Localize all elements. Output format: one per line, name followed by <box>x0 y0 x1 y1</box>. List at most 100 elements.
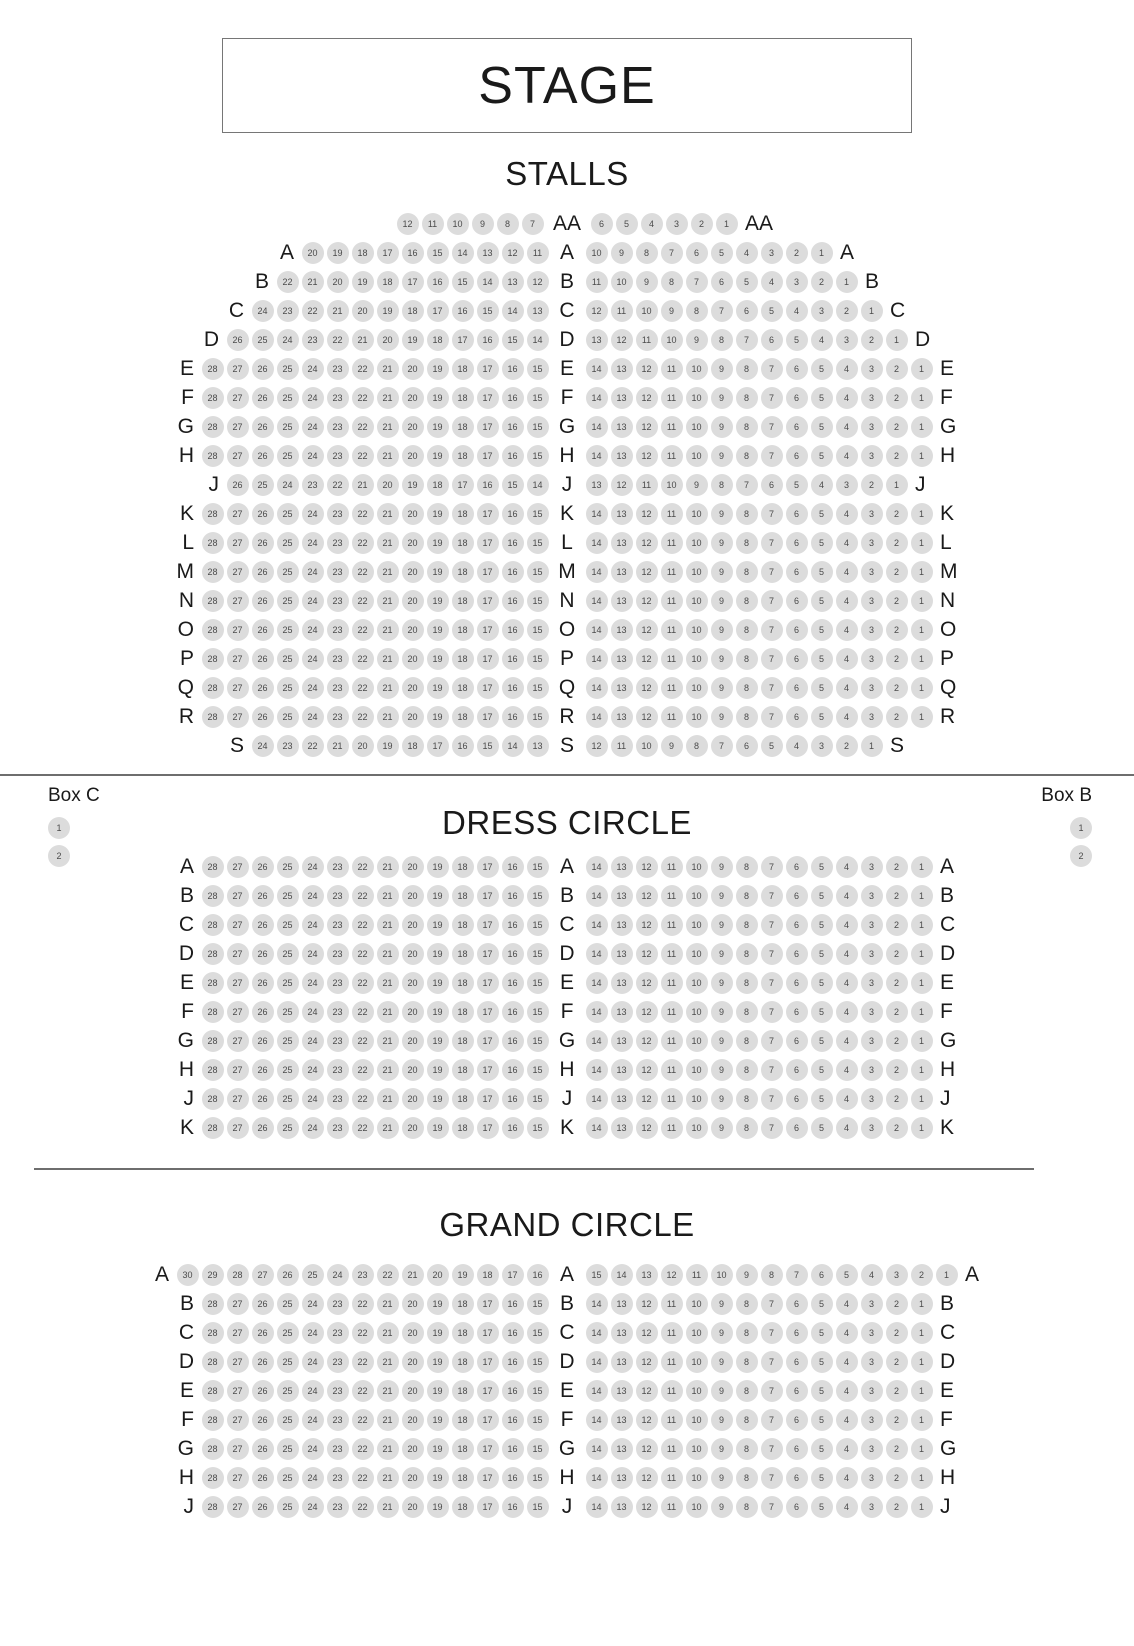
seat[interactable]: 14 <box>585 1029 608 1052</box>
seat[interactable]: 3 <box>860 705 883 728</box>
seat[interactable]: 24 <box>301 415 324 438</box>
seat[interactable]: 26 <box>251 589 274 612</box>
seat[interactable]: 8 <box>735 1029 758 1052</box>
seat[interactable]: 19 <box>426 884 449 907</box>
box-seat[interactable]: 2 <box>1070 845 1092 867</box>
seat[interactable]: 14 <box>585 884 608 907</box>
seat[interactable]: 25 <box>276 1350 299 1373</box>
seat[interactable]: 25 <box>276 1495 299 1518</box>
seat[interactable]: 11 <box>660 1495 683 1518</box>
seat[interactable]: 13 <box>610 531 633 554</box>
seat[interactable]: 4 <box>835 676 858 699</box>
seat[interactable]: 23 <box>326 913 349 936</box>
seat[interactable]: 1 <box>910 1350 933 1373</box>
seat[interactable]: 15 <box>526 971 549 994</box>
seat[interactable]: 21 <box>376 1292 399 1315</box>
seat[interactable]: 17 <box>476 1466 499 1489</box>
seat[interactable]: 27 <box>226 971 249 994</box>
seat[interactable]: 19 <box>426 942 449 965</box>
seat[interactable]: 11 <box>660 502 683 525</box>
box-seat[interactable]: 2 <box>48 845 70 867</box>
seat[interactable]: 19 <box>401 473 424 496</box>
seat[interactable]: 15 <box>476 734 499 757</box>
seat[interactable]: 22 <box>351 705 374 728</box>
seat[interactable]: 24 <box>301 386 324 409</box>
seat[interactable]: 12 <box>635 1058 658 1081</box>
seat[interactable]: 18 <box>451 942 474 965</box>
seat[interactable]: 14 <box>585 942 608 965</box>
seat[interactable]: 3 <box>860 1495 883 1518</box>
seat[interactable]: 3 <box>860 676 883 699</box>
seat[interactable]: 20 <box>301 241 324 264</box>
seat[interactable]: 9 <box>635 270 658 293</box>
seat[interactable]: 21 <box>376 1058 399 1081</box>
seat[interactable]: 16 <box>501 942 524 965</box>
seat[interactable]: 10 <box>685 855 708 878</box>
seat[interactable]: 18 <box>451 1466 474 1489</box>
seat[interactable]: 15 <box>426 241 449 264</box>
seat[interactable]: 6 <box>785 1116 808 1139</box>
seat[interactable]: 14 <box>585 1408 608 1431</box>
seat[interactable]: 24 <box>251 299 274 322</box>
seat[interactable]: 19 <box>426 1292 449 1315</box>
seat[interactable]: 13 <box>610 1029 633 1052</box>
seat[interactable]: 20 <box>401 1350 424 1373</box>
seat[interactable]: 28 <box>201 560 224 583</box>
seat[interactable]: 26 <box>251 1408 274 1431</box>
seat[interactable]: 4 <box>835 1466 858 1489</box>
seat[interactable]: 7 <box>760 705 783 728</box>
seat[interactable]: 11 <box>660 531 683 554</box>
seat[interactable]: 3 <box>860 1350 883 1373</box>
seat[interactable]: 10 <box>660 473 683 496</box>
seat[interactable]: 19 <box>426 618 449 641</box>
seat[interactable]: 19 <box>376 299 399 322</box>
seat[interactable]: 19 <box>426 1495 449 1518</box>
seat[interactable]: 2 <box>885 1466 908 1489</box>
seat[interactable]: 18 <box>451 1408 474 1431</box>
seat[interactable]: 17 <box>476 531 499 554</box>
seat[interactable]: 20 <box>401 884 424 907</box>
seat[interactable]: 20 <box>426 1263 449 1286</box>
seat[interactable]: 15 <box>526 1466 549 1489</box>
seat[interactable]: 24 <box>301 444 324 467</box>
seat[interactable]: 28 <box>201 1087 224 1110</box>
seat[interactable]: 23 <box>326 942 349 965</box>
seat[interactable]: 14 <box>585 1350 608 1373</box>
seat[interactable]: 23 <box>326 560 349 583</box>
seat[interactable]: 5 <box>810 618 833 641</box>
seat[interactable]: 13 <box>610 647 633 670</box>
seat[interactable]: 9 <box>610 241 633 264</box>
seat[interactable]: 20 <box>326 270 349 293</box>
seat[interactable]: 23 <box>326 884 349 907</box>
seat[interactable]: 4 <box>640 212 663 235</box>
seat[interactable]: 3 <box>860 1029 883 1052</box>
seat[interactable]: 2 <box>885 1029 908 1052</box>
seat[interactable]: 22 <box>301 734 324 757</box>
seat[interactable]: 6 <box>785 1000 808 1023</box>
seat[interactable]: 3 <box>860 618 883 641</box>
seat[interactable]: 7 <box>760 1495 783 1518</box>
seat[interactable]: 8 <box>735 1379 758 1402</box>
seat[interactable]: 8 <box>635 241 658 264</box>
seat[interactable]: 2 <box>885 1437 908 1460</box>
seat[interactable]: 22 <box>351 855 374 878</box>
seat[interactable]: 23 <box>326 1000 349 1023</box>
seat[interactable]: 11 <box>660 1000 683 1023</box>
seat[interactable]: 19 <box>426 1000 449 1023</box>
seat[interactable]: 18 <box>451 971 474 994</box>
seat[interactable]: 8 <box>496 212 519 235</box>
seat[interactable]: 5 <box>810 1379 833 1402</box>
seat[interactable]: 23 <box>326 415 349 438</box>
seat[interactable]: 25 <box>276 1292 299 1315</box>
seat[interactable]: 17 <box>476 618 499 641</box>
seat[interactable]: 11 <box>660 560 683 583</box>
seat[interactable]: 16 <box>501 971 524 994</box>
seat[interactable]: 21 <box>401 1263 424 1286</box>
seat[interactable]: 27 <box>226 913 249 936</box>
seat[interactable]: 28 <box>201 1350 224 1373</box>
seat[interactable]: 3 <box>860 884 883 907</box>
seat[interactable]: 12 <box>635 1466 658 1489</box>
seat[interactable]: 25 <box>276 1087 299 1110</box>
seat[interactable]: 22 <box>351 444 374 467</box>
seat[interactable]: 20 <box>401 386 424 409</box>
